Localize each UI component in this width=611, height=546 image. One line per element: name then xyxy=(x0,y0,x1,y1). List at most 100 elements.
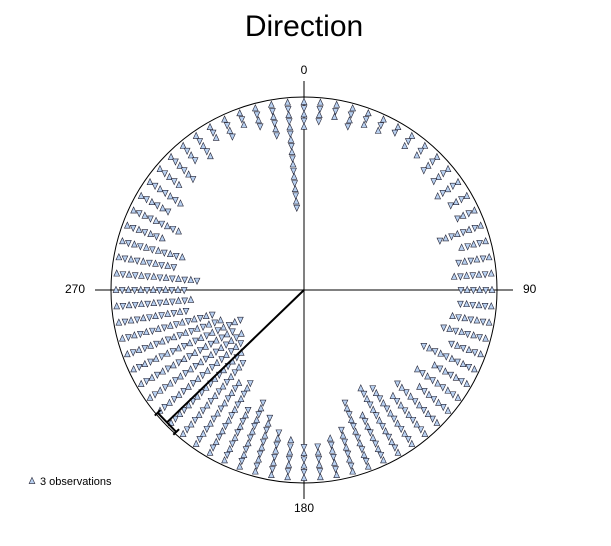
triangle-symbol xyxy=(275,429,283,437)
triangle-symbol xyxy=(285,455,293,464)
triangle-symbol xyxy=(459,211,467,219)
triangle-symbol xyxy=(433,152,441,160)
triangle-symbol xyxy=(147,229,154,238)
triangle-symbol xyxy=(225,322,233,330)
triangle-symbol xyxy=(127,316,135,324)
triangle-symbol xyxy=(481,303,489,311)
triangle-symbol xyxy=(141,211,149,219)
triangle-symbol xyxy=(452,373,460,381)
dot-stack xyxy=(115,253,178,272)
dot-stack xyxy=(192,131,214,160)
triangle-symbol xyxy=(180,287,188,295)
triangle-symbol xyxy=(149,285,157,293)
triangle-symbol xyxy=(141,229,149,237)
dot-stack xyxy=(268,429,283,478)
triangle-symbol xyxy=(182,307,190,316)
triangle-symbol xyxy=(179,429,187,437)
triangle-symbol xyxy=(199,141,207,149)
triangle-symbol xyxy=(135,345,143,353)
triangle-symbol xyxy=(398,383,406,391)
triangle-symbol xyxy=(286,443,294,451)
triangle-symbol xyxy=(175,274,182,282)
triangle-symbol xyxy=(125,240,132,248)
triangle-symbol xyxy=(135,210,143,218)
triangle-symbol xyxy=(141,345,149,353)
triangle-symbol xyxy=(209,444,217,452)
dot-stack xyxy=(430,164,452,186)
triangle-symbol xyxy=(239,359,247,368)
triangle-symbol xyxy=(470,240,477,248)
chart-title: Direction xyxy=(245,10,363,43)
triangle-symbol xyxy=(195,410,203,418)
dot-stack xyxy=(236,109,248,128)
dot-stack xyxy=(420,152,441,175)
triangle-symbol xyxy=(487,269,495,277)
triangle-symbol xyxy=(162,285,169,293)
dot-stack xyxy=(458,237,489,251)
angle-tick-label: 180 xyxy=(294,501,314,515)
confidence-bracket xyxy=(156,412,177,433)
triangle-symbol xyxy=(176,409,184,417)
triangle-symbol xyxy=(317,98,324,106)
triangle-symbol xyxy=(152,311,159,320)
triangle-symbol xyxy=(172,415,179,423)
triangle-symbol xyxy=(169,226,177,234)
triangle-symbol xyxy=(186,338,194,347)
triangle-symbol xyxy=(119,271,127,279)
triangle-symbol xyxy=(192,439,200,447)
triangle-symbol xyxy=(441,367,449,375)
dot-stack xyxy=(359,411,387,464)
triangle-symbol xyxy=(407,392,414,400)
triangle-symbol xyxy=(207,397,215,406)
dot-stack xyxy=(414,365,462,401)
dot-stack xyxy=(113,269,201,285)
triangle-symbol xyxy=(430,178,438,186)
triangle-symbol xyxy=(191,157,199,165)
triangle-symbol xyxy=(316,106,324,114)
triangle-symbol xyxy=(212,348,220,356)
triangle-symbol xyxy=(158,312,165,320)
triangle-symbol xyxy=(349,467,357,475)
triangle-symbol xyxy=(235,378,243,386)
triangle-symbol xyxy=(162,297,170,305)
triangle-symbol xyxy=(229,133,236,141)
triangle-symbol xyxy=(238,458,246,466)
triangle-symbol xyxy=(485,318,493,326)
triangle-symbol xyxy=(253,111,261,119)
triangle-symbol xyxy=(170,396,178,404)
triangle-symbol xyxy=(129,349,137,357)
triangle-symbol xyxy=(127,255,135,263)
triangle-symbol xyxy=(425,390,433,398)
triangle-symbol xyxy=(185,401,192,409)
triangle-symbol xyxy=(476,334,483,342)
triangle-symbol xyxy=(330,454,337,462)
triangle-symbol xyxy=(180,343,188,351)
triangle-symbol xyxy=(133,316,141,324)
triangle-symbol xyxy=(163,349,171,357)
legend-symbol xyxy=(28,476,36,484)
triangle-symbol xyxy=(131,240,138,248)
triangle-symbol xyxy=(256,123,264,131)
angle-tick-label: 0 xyxy=(301,63,308,77)
dot-stack xyxy=(268,100,281,140)
triangle-symbol xyxy=(338,426,345,434)
triangle-symbol xyxy=(231,385,239,393)
triangle-symbol xyxy=(223,350,230,358)
triangle-symbol xyxy=(448,233,455,241)
triangle-symbol xyxy=(148,327,156,335)
triangle-symbol xyxy=(166,398,173,406)
triangle-symbol xyxy=(380,115,387,123)
triangle-symbol xyxy=(341,438,348,446)
triangle-symbol xyxy=(390,415,398,423)
triangle-symbol xyxy=(444,386,452,394)
triangle-symbol xyxy=(148,246,156,254)
triangle-symbol xyxy=(192,337,199,345)
triangle-symbol xyxy=(287,135,295,143)
triangle-symbol xyxy=(429,415,436,423)
triangle-symbol xyxy=(125,270,133,278)
triangle-symbol xyxy=(164,309,172,317)
triangle-symbol xyxy=(148,197,156,206)
triangle-symbol xyxy=(290,167,297,175)
triangle-symbol xyxy=(429,158,436,166)
triangle-symbol xyxy=(121,255,129,263)
